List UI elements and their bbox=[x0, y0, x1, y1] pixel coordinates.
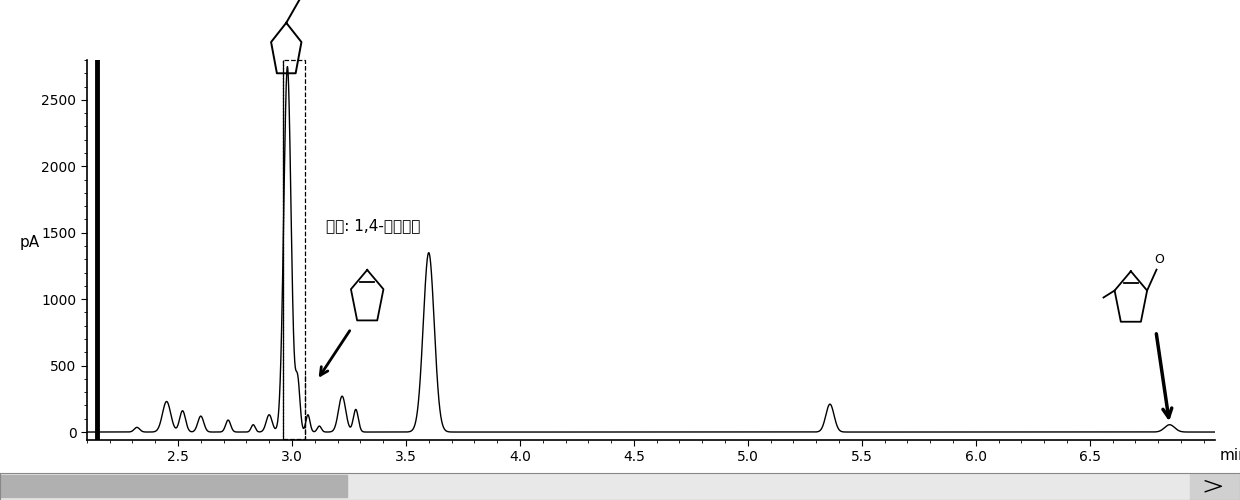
Bar bbox=[0, 475, 347, 497]
Text: min: min bbox=[1220, 448, 1240, 463]
Y-axis label: pA: pA bbox=[20, 235, 40, 250]
Bar bbox=[1190, 472, 1240, 500]
Bar bbox=[283, 60, 305, 440]
Text: 内标: 1,4-二氧六环: 内标: 1,4-二氧六环 bbox=[326, 218, 420, 233]
Text: O: O bbox=[1154, 252, 1163, 266]
